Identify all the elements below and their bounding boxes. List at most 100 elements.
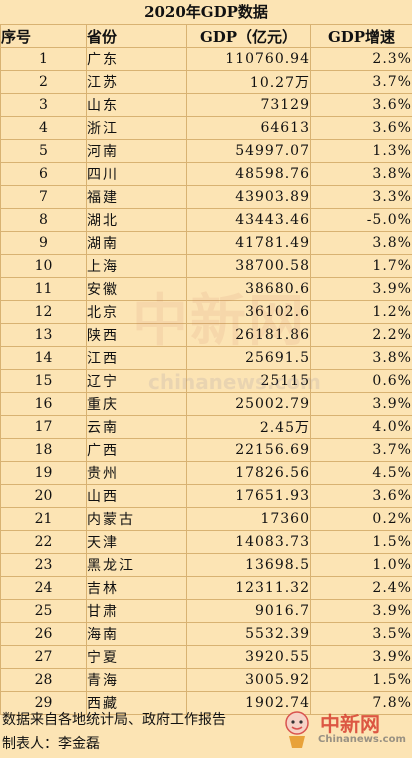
row-seq: 19 xyxy=(0,461,87,485)
row-gdp: 25691.5 xyxy=(186,346,311,370)
row-seq: 13 xyxy=(0,323,87,347)
row-seq: 22 xyxy=(0,530,87,554)
row-gdp: 10.27万 xyxy=(186,70,311,94)
row-seq: 20 xyxy=(0,484,87,508)
row-growth: 2.3% xyxy=(310,47,412,71)
table-row: 7 福建 43903.89 3.3% xyxy=(0,185,412,209)
row-growth: -5.0% xyxy=(310,208,412,232)
row-gdp: 25115 xyxy=(186,369,311,393)
row-gdp: 48598.76 xyxy=(186,162,311,186)
row-growth: 1.2% xyxy=(310,300,412,324)
row-gdp: 36102.6 xyxy=(186,300,311,324)
row-gdp: 38680.6 xyxy=(186,277,311,301)
row-province: 青海 xyxy=(86,668,187,692)
footer-maker: 制表人：李金磊 xyxy=(2,736,100,752)
row-growth: 3.9% xyxy=(310,392,412,416)
row-growth: 1.5% xyxy=(310,668,412,692)
row-growth: 1.0% xyxy=(310,553,412,577)
row-province: 黑龙江 xyxy=(86,553,187,577)
table-row: 2 江苏 10.27万 3.7% xyxy=(0,70,412,94)
row-growth: 3.6% xyxy=(310,93,412,117)
table-row: 23 黑龙江 13698.5 1.0% xyxy=(0,553,412,577)
header-growth: GDP增速 xyxy=(310,24,412,48)
row-gdp: 110760.94 xyxy=(186,47,311,71)
row-gdp: 41781.49 xyxy=(186,231,311,255)
row-province: 内蒙古 xyxy=(86,507,187,531)
row-gdp: 3005.92 xyxy=(186,668,311,692)
table-row: 14 江西 25691.5 3.8% xyxy=(0,346,412,370)
footer-source: 数据来自各地统计局、政府工作报告 xyxy=(2,712,226,728)
row-province: 四川 xyxy=(86,162,187,186)
row-province: 海南 xyxy=(86,622,187,646)
table-row: 4 浙江 64613 3.6% xyxy=(0,116,412,140)
page-title: 2020年GDP数据 xyxy=(144,3,268,21)
row-seq: 24 xyxy=(0,576,87,600)
table-row: 17 云南 2.45万 4.0% xyxy=(0,415,412,439)
table-row: 19 贵州 17826.56 4.5% xyxy=(0,461,412,485)
row-province: 安徽 xyxy=(86,277,187,301)
row-growth: 3.3% xyxy=(310,185,412,209)
row-gdp: 2.45万 xyxy=(186,415,311,439)
row-seq: 8 xyxy=(0,208,87,232)
corner-watermark-url: Chinanews.com xyxy=(318,734,406,745)
row-seq: 25 xyxy=(0,599,87,623)
table-row: 27 宁夏 3920.55 3.9% xyxy=(0,645,412,669)
row-growth: 0.6% xyxy=(310,369,412,393)
row-growth: 3.9% xyxy=(310,599,412,623)
row-growth: 3.6% xyxy=(310,116,412,140)
row-growth: 1.3% xyxy=(310,139,412,163)
table-body: 1 广东 110760.94 2.3% 2 江苏 10.27万 3.7% 3 山东 73129 3.6… xyxy=(0,47,412,715)
row-seq: 21 xyxy=(0,507,87,531)
row-province: 江苏 xyxy=(86,70,187,94)
table-row: 6 四川 48598.76 3.8% xyxy=(0,162,412,186)
row-seq: 29 xyxy=(0,691,87,715)
row-seq: 5 xyxy=(0,139,87,163)
row-gdp: 26181.86 xyxy=(186,323,311,347)
row-province: 江西 xyxy=(86,346,187,370)
row-growth: 3.6% xyxy=(310,484,412,508)
header-seq: 序号 xyxy=(0,24,87,48)
row-province: 吉林 xyxy=(86,576,187,600)
row-growth: 3.5% xyxy=(310,622,412,646)
row-seq: 3 xyxy=(0,93,87,117)
row-growth: 3.7% xyxy=(310,438,412,462)
row-province: 广西 xyxy=(86,438,187,462)
table-row: 26 海南 5532.39 3.5% xyxy=(0,622,412,646)
row-seq: 4 xyxy=(0,116,87,140)
row-gdp: 14083.73 xyxy=(186,530,311,554)
table-row: 29 西藏 1902.74 7.8% xyxy=(0,691,412,715)
row-province: 湖南 xyxy=(86,231,187,255)
row-gdp: 73129 xyxy=(186,93,311,117)
row-province: 山东 xyxy=(86,93,187,117)
header-gdp: GDP（亿元） xyxy=(186,24,311,48)
row-gdp: 43443.46 xyxy=(186,208,311,232)
row-seq: 14 xyxy=(0,346,87,370)
row-gdp: 25002.79 xyxy=(186,392,311,416)
row-growth: 4.5% xyxy=(310,461,412,485)
row-province: 山西 xyxy=(86,484,187,508)
row-province: 天津 xyxy=(86,530,187,554)
row-gdp: 64613 xyxy=(186,116,311,140)
row-growth: 3.8% xyxy=(310,231,412,255)
table-row: 11 安徽 38680.6 3.9% xyxy=(0,277,412,301)
table-row: 13 陕西 26181.86 2.2% xyxy=(0,323,412,347)
row-growth: 1.5% xyxy=(310,530,412,554)
row-seq: 9 xyxy=(0,231,87,255)
row-province: 贵州 xyxy=(86,461,187,485)
row-growth: 3.8% xyxy=(310,162,412,186)
table-row: 25 甘肃 9016.7 3.9% xyxy=(0,599,412,623)
table-row: 20 山西 17651.93 3.6% xyxy=(0,484,412,508)
table-row: 10 上海 38700.58 1.7% xyxy=(0,254,412,278)
row-gdp: 13698.5 xyxy=(186,553,311,577)
table-row: 1 广东 110760.94 2.3% xyxy=(0,47,412,71)
row-growth: 2.4% xyxy=(310,576,412,600)
row-province: 北京 xyxy=(86,300,187,324)
row-seq: 7 xyxy=(0,185,87,209)
table-row: 18 广西 22156.69 3.7% xyxy=(0,438,412,462)
row-gdp: 12311.32 xyxy=(186,576,311,600)
row-seq: 28 xyxy=(0,668,87,692)
row-seq: 1 xyxy=(0,47,87,71)
row-growth: 7.8% xyxy=(310,691,412,715)
table-row: 24 吉林 12311.32 2.4% xyxy=(0,576,412,600)
table-row: 22 天津 14083.73 1.5% xyxy=(0,530,412,554)
